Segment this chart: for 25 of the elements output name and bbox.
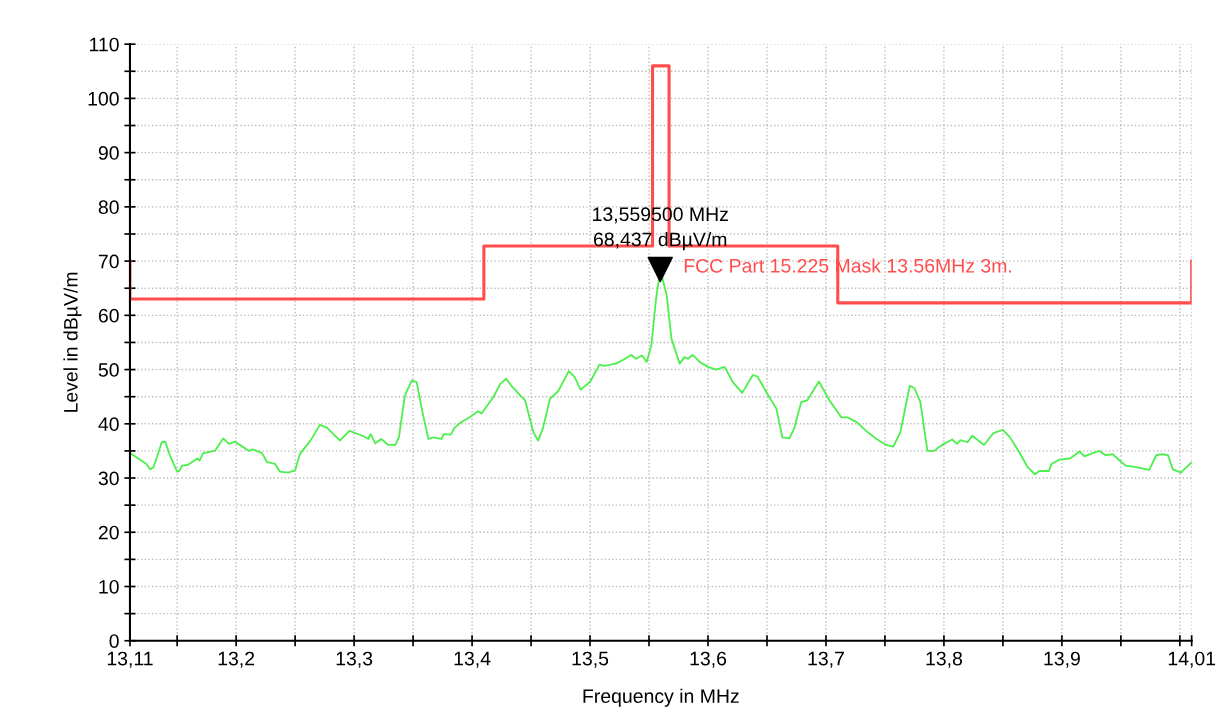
y-tick-label: 90 <box>98 146 119 160</box>
y-tick-label: 50 <box>98 363 119 377</box>
y-tick-label: 10 <box>99 579 119 594</box>
x-tick-label: 13,5 <box>572 651 609 668</box>
x-tick-label: 13,4 <box>454 651 491 668</box>
y-tick-label: 20 <box>98 525 119 540</box>
x-tick-label: 13,11 <box>107 651 153 668</box>
y-tick-label: 40 <box>98 417 119 432</box>
y-tick-label: 80 <box>98 200 119 215</box>
x-tick-label: 13,6 <box>690 651 727 668</box>
y-tick-label: 0 <box>109 634 119 648</box>
x-tick-label: 13,8 <box>926 651 963 668</box>
line-series <box>129 64 1192 305</box>
y-tick-label: 70 <box>98 254 119 269</box>
y-tick-label: 60 <box>98 308 119 323</box>
x-tick-label: 13,7 <box>808 651 844 668</box>
x-tick-label: 14,01 <box>1168 651 1216 668</box>
y-tick-label: 100 <box>88 91 119 106</box>
y-tick-label: 110 <box>90 37 119 52</box>
x-tick-label: 13,2 <box>218 651 255 668</box>
y-tick-label: 30 <box>98 471 119 486</box>
y-axis-title: Level in dBµV/m <box>63 272 82 412</box>
x-tick-label: 13,3 <box>336 651 373 668</box>
x-tick-label: 13,9 <box>1044 651 1080 668</box>
x-axis-title: Frequency in MHz <box>583 688 739 707</box>
